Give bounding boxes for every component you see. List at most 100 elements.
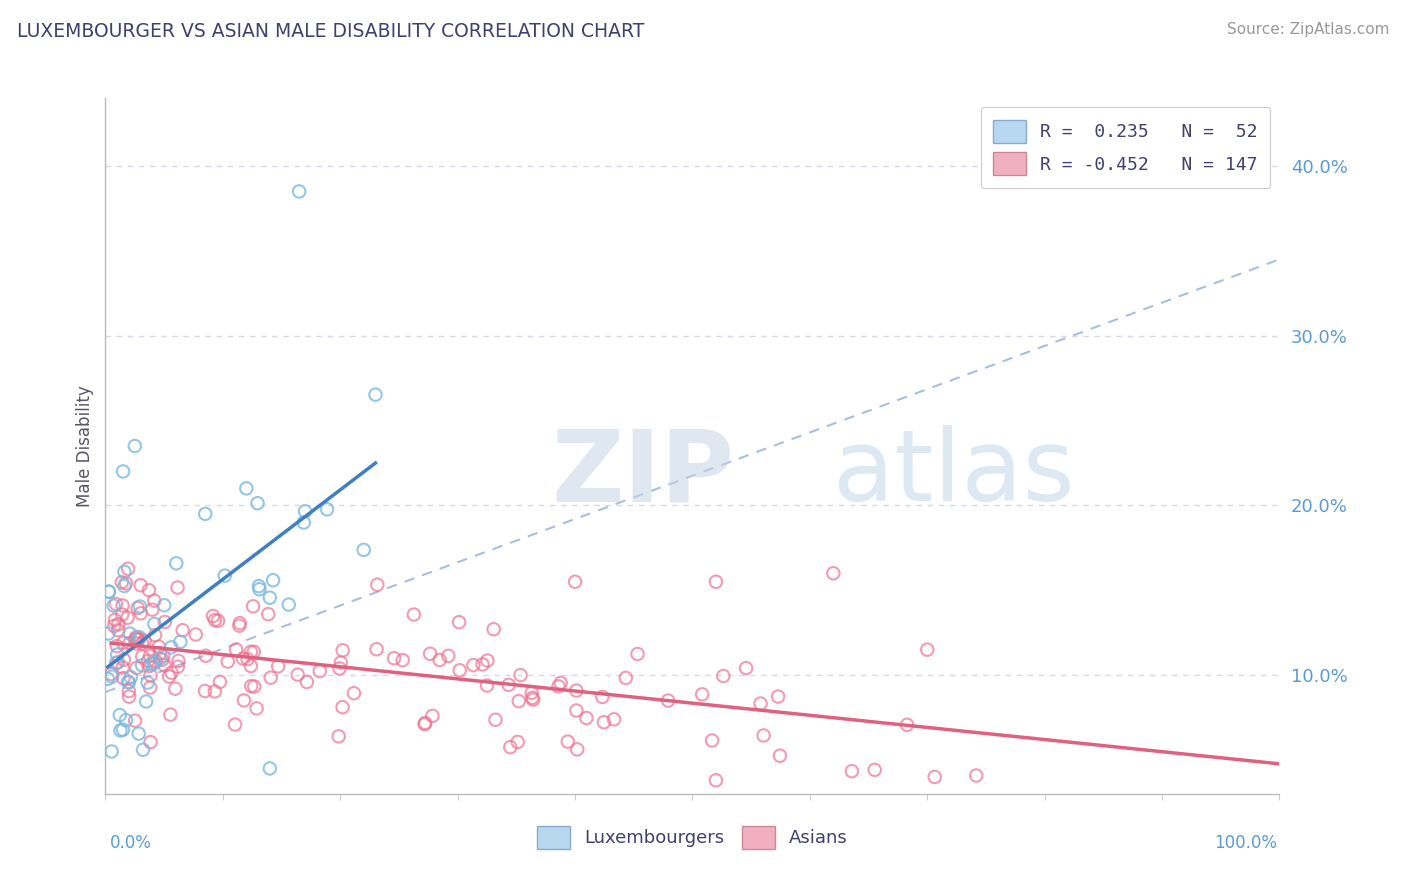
Point bbox=[711, 669, 734, 683]
Point bbox=[704, 574, 727, 589]
Point bbox=[111, 723, 134, 737]
Point bbox=[100, 744, 122, 758]
Point bbox=[235, 482, 257, 496]
Point bbox=[547, 680, 569, 694]
Point bbox=[841, 764, 863, 779]
Point bbox=[132, 743, 155, 757]
Point bbox=[242, 599, 264, 614]
Point bbox=[863, 763, 886, 777]
Point bbox=[343, 686, 366, 700]
Point bbox=[131, 649, 153, 664]
Point bbox=[308, 664, 330, 678]
Point bbox=[152, 648, 174, 663]
Point bbox=[97, 626, 120, 640]
Point bbox=[150, 653, 173, 667]
Point bbox=[149, 651, 172, 665]
Point bbox=[143, 617, 166, 632]
Point bbox=[153, 599, 176, 613]
Point bbox=[402, 607, 425, 622]
Point bbox=[229, 616, 252, 631]
Point bbox=[104, 613, 127, 627]
Point bbox=[236, 652, 259, 666]
Point bbox=[124, 439, 146, 453]
Point bbox=[184, 627, 207, 641]
Point bbox=[153, 658, 176, 673]
Point bbox=[157, 669, 180, 683]
Point bbox=[419, 647, 441, 661]
Point bbox=[135, 694, 157, 708]
Point bbox=[366, 577, 388, 591]
Point bbox=[499, 740, 522, 755]
Point bbox=[169, 635, 191, 649]
Point bbox=[194, 507, 217, 521]
Point bbox=[593, 715, 616, 730]
Point bbox=[97, 672, 120, 686]
Point bbox=[449, 663, 471, 677]
Point bbox=[167, 654, 190, 668]
Point bbox=[575, 711, 598, 725]
Point bbox=[364, 387, 387, 401]
Point bbox=[139, 668, 162, 682]
Point bbox=[172, 624, 194, 638]
Point bbox=[166, 581, 188, 595]
Point bbox=[657, 693, 679, 707]
Point bbox=[202, 609, 225, 624]
Point bbox=[148, 640, 170, 654]
Point bbox=[97, 584, 120, 599]
Point bbox=[159, 707, 181, 722]
Point bbox=[153, 615, 176, 629]
Point bbox=[259, 591, 281, 605]
Point bbox=[471, 657, 494, 672]
Point bbox=[138, 659, 160, 673]
Point bbox=[391, 653, 413, 667]
Point bbox=[564, 574, 586, 589]
Point bbox=[204, 613, 226, 627]
Point bbox=[257, 607, 280, 621]
Point bbox=[239, 659, 262, 673]
Point bbox=[267, 659, 290, 673]
Point bbox=[482, 622, 505, 636]
Point bbox=[100, 667, 122, 681]
Point bbox=[498, 678, 520, 692]
Point bbox=[131, 636, 153, 650]
Point bbox=[138, 583, 160, 598]
Point bbox=[143, 593, 166, 607]
Point bbox=[125, 661, 148, 675]
Point bbox=[522, 692, 544, 706]
Point bbox=[508, 694, 530, 708]
Point bbox=[225, 642, 247, 657]
Point bbox=[766, 690, 789, 704]
Point bbox=[131, 658, 153, 673]
Point bbox=[194, 684, 217, 698]
Point bbox=[124, 714, 146, 728]
Point bbox=[207, 614, 229, 628]
Point bbox=[129, 607, 152, 621]
Point bbox=[111, 607, 134, 622]
Text: 100.0%: 100.0% bbox=[1213, 834, 1277, 852]
Point bbox=[115, 713, 138, 727]
Point bbox=[112, 579, 135, 593]
Point bbox=[704, 773, 727, 788]
Point bbox=[118, 675, 141, 690]
Point bbox=[143, 656, 166, 670]
Point bbox=[160, 665, 183, 680]
Point bbox=[475, 679, 498, 693]
Point bbox=[118, 636, 141, 650]
Point bbox=[105, 656, 128, 670]
Point bbox=[567, 742, 589, 756]
Point bbox=[128, 599, 150, 614]
Point bbox=[111, 660, 134, 674]
Point bbox=[557, 734, 579, 748]
Point bbox=[382, 651, 405, 665]
Point bbox=[141, 657, 163, 672]
Point bbox=[110, 723, 132, 738]
Point bbox=[429, 653, 451, 667]
Point bbox=[120, 670, 142, 684]
Point bbox=[769, 748, 792, 763]
Text: LUXEMBOURGER VS ASIAN MALE DISABILITY CORRELATION CHART: LUXEMBOURGER VS ASIAN MALE DISABILITY CO… bbox=[17, 22, 644, 41]
Point bbox=[614, 671, 637, 685]
Point bbox=[101, 670, 124, 684]
Point bbox=[700, 733, 723, 747]
Point bbox=[217, 655, 239, 669]
Point bbox=[690, 687, 713, 701]
